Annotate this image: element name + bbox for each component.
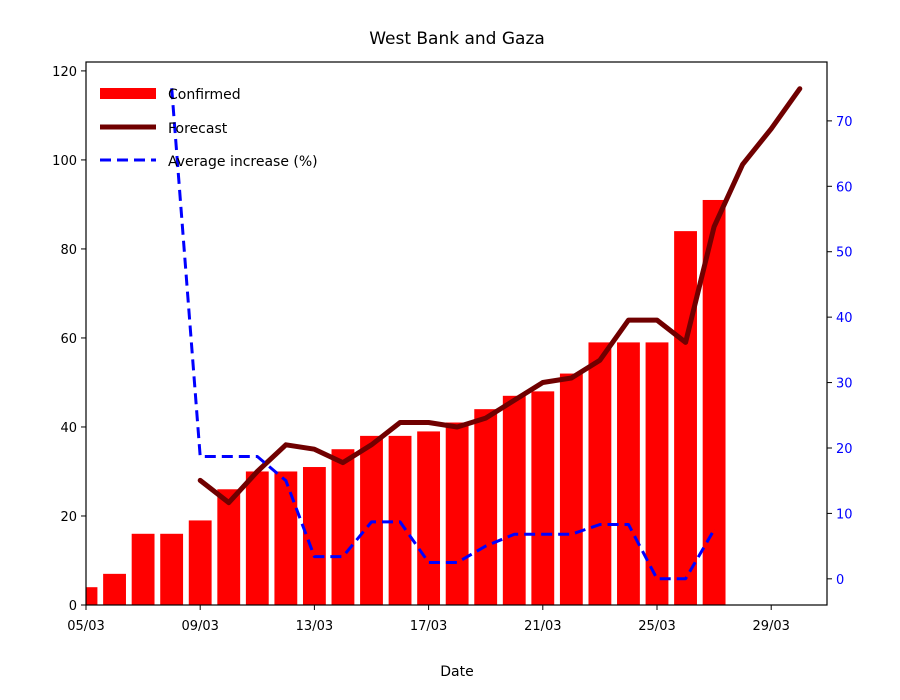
right-tick-label-70: 70 xyxy=(836,115,853,130)
right-tick-label-60: 60 xyxy=(836,180,853,195)
legend-label-confirmed: Confirmed xyxy=(168,87,241,103)
bar-confirmed-06-03 xyxy=(103,573,126,605)
right-tick-label-40: 40 xyxy=(836,311,853,326)
left-tick-label-120: 120 xyxy=(52,65,77,80)
right-tick-label-10: 10 xyxy=(836,507,853,522)
left-tick-label-80: 80 xyxy=(60,243,77,258)
forecast-line xyxy=(197,86,803,506)
bar-confirmed-23-03 xyxy=(588,342,612,605)
bar-confirmed-24-03 xyxy=(617,342,640,605)
bar-confirmed-18-03 xyxy=(445,422,469,605)
bar-confirmed-26-03 xyxy=(674,231,697,605)
bar-confirmed-19-03 xyxy=(474,409,498,605)
bar-confirmed-08-03 xyxy=(160,533,184,605)
right-y-axis: 0 10 20 30 40 50 60 70 xyxy=(827,115,853,588)
right-tick-label-20: 20 xyxy=(836,442,853,457)
lines-layer xyxy=(170,86,803,581)
bar-confirmed-07-03 xyxy=(131,533,155,605)
legend-label-forecast: Forecast xyxy=(168,121,228,137)
bar-confirmed-12-03 xyxy=(274,471,298,605)
x-axis-label: Date xyxy=(440,664,473,680)
left-tick-label-20: 20 xyxy=(60,510,77,525)
left-tick-label-40: 40 xyxy=(60,421,77,436)
bar-confirmed-13-03 xyxy=(302,467,326,605)
left-y-axis: 0 20 40 60 80 100 120 xyxy=(52,65,86,614)
x-tick-label-13-03: 13/03 xyxy=(296,619,333,634)
x-tick-label-21-03: 21/03 xyxy=(524,619,561,634)
legend-label-average: Average increase (%) xyxy=(168,154,318,170)
bar-confirmed-11-03 xyxy=(245,471,269,605)
right-tick-label-0: 0 xyxy=(836,573,844,588)
bar-confirmed-20-03 xyxy=(502,395,526,605)
bar-confirmed-25-03 xyxy=(645,342,669,605)
x-tick-label-17-03: 17/03 xyxy=(410,619,447,634)
bar-confirmed-14-03 xyxy=(331,449,355,605)
bars-layer xyxy=(86,199,726,605)
right-tick-label-30: 30 xyxy=(836,377,853,392)
plot-frame xyxy=(85,61,828,606)
left-tick-label-0: 0 xyxy=(69,599,77,614)
x-tick-label-09-03: 09/03 xyxy=(181,619,218,634)
bar-confirmed-09-03 xyxy=(188,520,212,605)
x-tick-label-25-03: 25/03 xyxy=(638,619,675,634)
right-tick-label-50: 50 xyxy=(836,246,853,261)
legend-swatch-confirmed xyxy=(100,88,156,99)
x-tick-label-05-03: 05/03 xyxy=(67,619,104,634)
chart-title: West Bank and Gaza xyxy=(369,29,545,49)
x-tick-label-29-03: 29/03 xyxy=(752,619,789,634)
bar-confirmed-21-03 xyxy=(531,391,555,605)
bar-confirmed-05-03 xyxy=(86,587,98,605)
x-axis: 05/03 09/03 13/03 17/03 21/03 25/03 29/03 xyxy=(67,605,790,634)
bar-confirmed-17-03 xyxy=(417,431,441,605)
bar-confirmed-10-03 xyxy=(217,489,241,605)
legend: Confirmed Forecast Average increase (%) xyxy=(100,87,318,170)
left-tick-label-100: 100 xyxy=(52,154,77,169)
left-tick-label-60: 60 xyxy=(60,332,77,347)
average-increase-line xyxy=(170,88,716,581)
bar-confirmed-22-03 xyxy=(559,373,583,605)
bar-confirmed-27-03 xyxy=(702,199,726,605)
